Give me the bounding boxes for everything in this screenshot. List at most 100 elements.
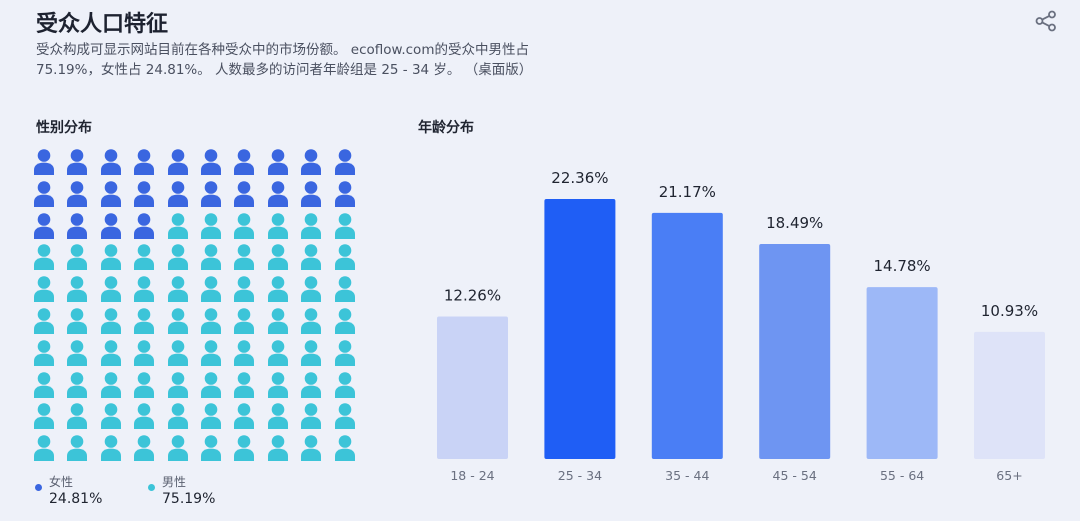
female-person-icon <box>334 149 355 175</box>
female-legend-label: 女性 <box>49 475 74 489</box>
share-icon[interactable] <box>1034 10 1058 32</box>
male-legend-label: 男性 <box>162 475 187 489</box>
female-person-icon <box>267 180 288 207</box>
male-person-icon <box>167 403 188 430</box>
male-person-icon <box>201 276 221 303</box>
female-person-icon <box>301 149 322 175</box>
male-legend-value: 75.19% <box>162 491 216 507</box>
female-person-icon <box>201 149 221 175</box>
male-person-icon <box>34 339 54 366</box>
female-person-icon <box>100 212 121 239</box>
male-person-icon <box>167 244 188 271</box>
male-person-icon <box>67 308 88 334</box>
male-person-icon <box>134 276 155 303</box>
male-person-icon <box>67 435 88 462</box>
description-line-1: 受众构成可显示网站目前在各种受众中的市场份额。 ecoflow.com的受众中男… <box>36 42 529 58</box>
male-person-icon <box>267 403 288 430</box>
male-person-icon <box>334 244 355 271</box>
male-person-icon <box>167 339 188 366</box>
male-person-icon <box>201 435 221 462</box>
male-person-icon <box>234 308 255 334</box>
male-person-icon <box>234 244 255 271</box>
female-person-icon <box>234 149 255 175</box>
male-person-icon <box>234 403 255 430</box>
male-person-icon <box>301 308 322 334</box>
male-person-icon <box>134 435 155 462</box>
male-legend-dot <box>148 484 155 491</box>
male-person-icon <box>134 403 155 430</box>
male-person-icon <box>267 435 288 462</box>
male-person-icon <box>301 403 322 430</box>
male-person-icon <box>100 276 121 303</box>
male-person-icon <box>34 276 54 303</box>
female-person-icon <box>234 180 255 207</box>
age-bar <box>759 244 831 459</box>
female-person-icon <box>34 212 54 239</box>
gender-icon-grid <box>33 148 373 468</box>
male-person-icon <box>201 244 221 271</box>
male-person-icon <box>301 339 322 366</box>
gender-section-title: 性别分布 <box>36 120 92 136</box>
male-person-icon <box>267 244 288 271</box>
male-person-icon <box>301 276 322 303</box>
male-person-icon <box>267 212 288 239</box>
male-person-icon <box>34 435 54 462</box>
male-person-icon <box>201 371 221 398</box>
male-person-icon <box>234 339 255 366</box>
male-person-icon <box>201 339 221 366</box>
age-category-tick-label: 35 - 44 <box>665 468 709 483</box>
female-person-icon <box>34 180 54 207</box>
male-person-icon <box>34 403 54 430</box>
female-person-icon <box>134 180 155 207</box>
male-person-icon <box>301 371 322 398</box>
male-person-icon <box>134 308 155 334</box>
female-person-icon <box>100 149 121 175</box>
male-person-icon <box>301 244 322 271</box>
male-person-icon <box>134 244 155 271</box>
male-person-icon <box>100 244 121 271</box>
female-person-icon <box>334 180 355 207</box>
male-person-icon <box>234 435 255 462</box>
male-person-icon <box>167 212 188 239</box>
description-line-2: 75.19%，女性占 24.81%。 人数最多的访问者年龄组是 25 - 34 … <box>36 62 533 78</box>
male-person-icon <box>34 308 54 334</box>
male-person-icon <box>100 308 121 334</box>
female-person-icon <box>134 149 155 175</box>
male-person-icon <box>167 435 188 462</box>
female-legend: 女性 24.81% <box>35 474 125 514</box>
age-bar <box>974 331 1045 459</box>
male-person-icon <box>234 212 255 239</box>
male-person-icon <box>334 339 355 366</box>
male-person-icon <box>67 244 88 271</box>
age-category-tick-label: 55 - 64 <box>880 468 924 483</box>
female-person-icon <box>267 149 288 175</box>
male-person-icon <box>334 435 355 462</box>
female-person-icon <box>100 180 121 207</box>
female-legend-dot <box>35 484 42 491</box>
male-person-icon <box>267 276 288 303</box>
male-person-icon <box>201 308 221 334</box>
male-person-icon <box>267 371 288 398</box>
male-person-icon <box>67 276 88 303</box>
age-category-tick-label: 65+ <box>996 468 1022 483</box>
male-person-icon <box>334 212 355 239</box>
male-person-icon <box>100 371 121 398</box>
female-person-icon <box>34 149 54 175</box>
age-bar-value-label: 10.93% <box>981 302 1038 320</box>
female-person-icon <box>67 212 88 239</box>
male-person-icon <box>201 212 221 239</box>
female-legend-value: 24.81% <box>49 491 103 507</box>
male-person-icon <box>134 339 155 366</box>
female-person-icon <box>201 180 221 207</box>
age-bar <box>651 212 723 459</box>
age-bar <box>866 287 938 459</box>
male-person-icon <box>301 435 322 462</box>
male-person-icon <box>334 276 355 303</box>
age-category-tick-label: 45 - 54 <box>773 468 817 483</box>
male-person-icon <box>134 371 155 398</box>
male-person-icon <box>267 339 288 366</box>
male-person-icon <box>267 308 288 334</box>
male-person-icon <box>34 244 54 271</box>
age-bar-value-label: 22.36% <box>551 169 608 187</box>
male-person-icon <box>334 308 355 334</box>
